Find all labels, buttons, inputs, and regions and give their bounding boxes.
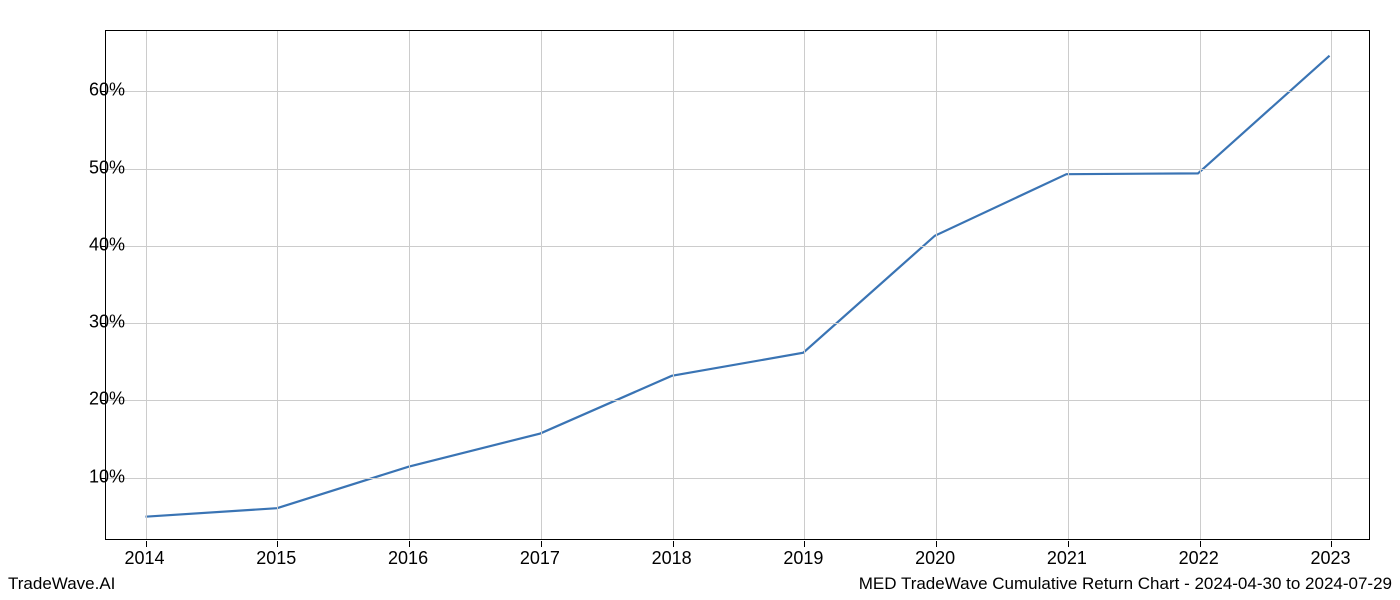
- x-tick-label: 2023: [1310, 548, 1350, 569]
- x-tick-mark: [277, 541, 278, 547]
- grid-line-vertical: [936, 31, 937, 539]
- plot-area: [105, 30, 1370, 540]
- chart-container: [105, 30, 1370, 540]
- grid-line-horizontal: [106, 478, 1369, 479]
- x-tick-mark: [146, 541, 147, 547]
- grid-line-vertical: [409, 31, 410, 539]
- grid-line-vertical: [146, 31, 147, 539]
- y-tick-label: 10%: [89, 466, 125, 487]
- x-tick-label: 2022: [1179, 548, 1219, 569]
- y-tick-label: 60%: [89, 80, 125, 101]
- grid-line-vertical: [1068, 31, 1069, 539]
- x-tick-label: 2019: [783, 548, 823, 569]
- y-tick-label: 30%: [89, 312, 125, 333]
- grid-line-vertical: [1331, 31, 1332, 539]
- grid-line-vertical: [804, 31, 805, 539]
- x-tick-label: 2021: [1047, 548, 1087, 569]
- x-tick-label: 2020: [915, 548, 955, 569]
- x-tick-mark: [1200, 541, 1201, 547]
- x-tick-label: 2015: [256, 548, 296, 569]
- x-tick-mark: [541, 541, 542, 547]
- watermark-left: TradeWave.AI: [8, 574, 115, 594]
- chart-caption: MED TradeWave Cumulative Return Chart - …: [859, 574, 1392, 594]
- grid-line-horizontal: [106, 246, 1369, 247]
- x-tick-mark: [673, 541, 674, 547]
- x-tick-label: 2014: [125, 548, 165, 569]
- x-tick-mark: [804, 541, 805, 547]
- line-chart-svg: [106, 31, 1369, 539]
- grid-line-horizontal: [106, 91, 1369, 92]
- x-tick-label: 2018: [652, 548, 692, 569]
- x-tick-mark: [1068, 541, 1069, 547]
- x-tick-mark: [936, 541, 937, 547]
- x-tick-label: 2016: [388, 548, 428, 569]
- grid-line-horizontal: [106, 323, 1369, 324]
- x-tick-label: 2017: [520, 548, 560, 569]
- y-tick-label: 50%: [89, 157, 125, 178]
- grid-line-horizontal: [106, 169, 1369, 170]
- grid-line-vertical: [673, 31, 674, 539]
- x-tick-mark: [409, 541, 410, 547]
- y-tick-label: 40%: [89, 234, 125, 255]
- y-tick-label: 20%: [89, 389, 125, 410]
- grid-line-vertical: [277, 31, 278, 539]
- grid-line-vertical: [541, 31, 542, 539]
- grid-line-vertical: [1200, 31, 1201, 539]
- grid-line-horizontal: [106, 400, 1369, 401]
- x-tick-mark: [1331, 541, 1332, 547]
